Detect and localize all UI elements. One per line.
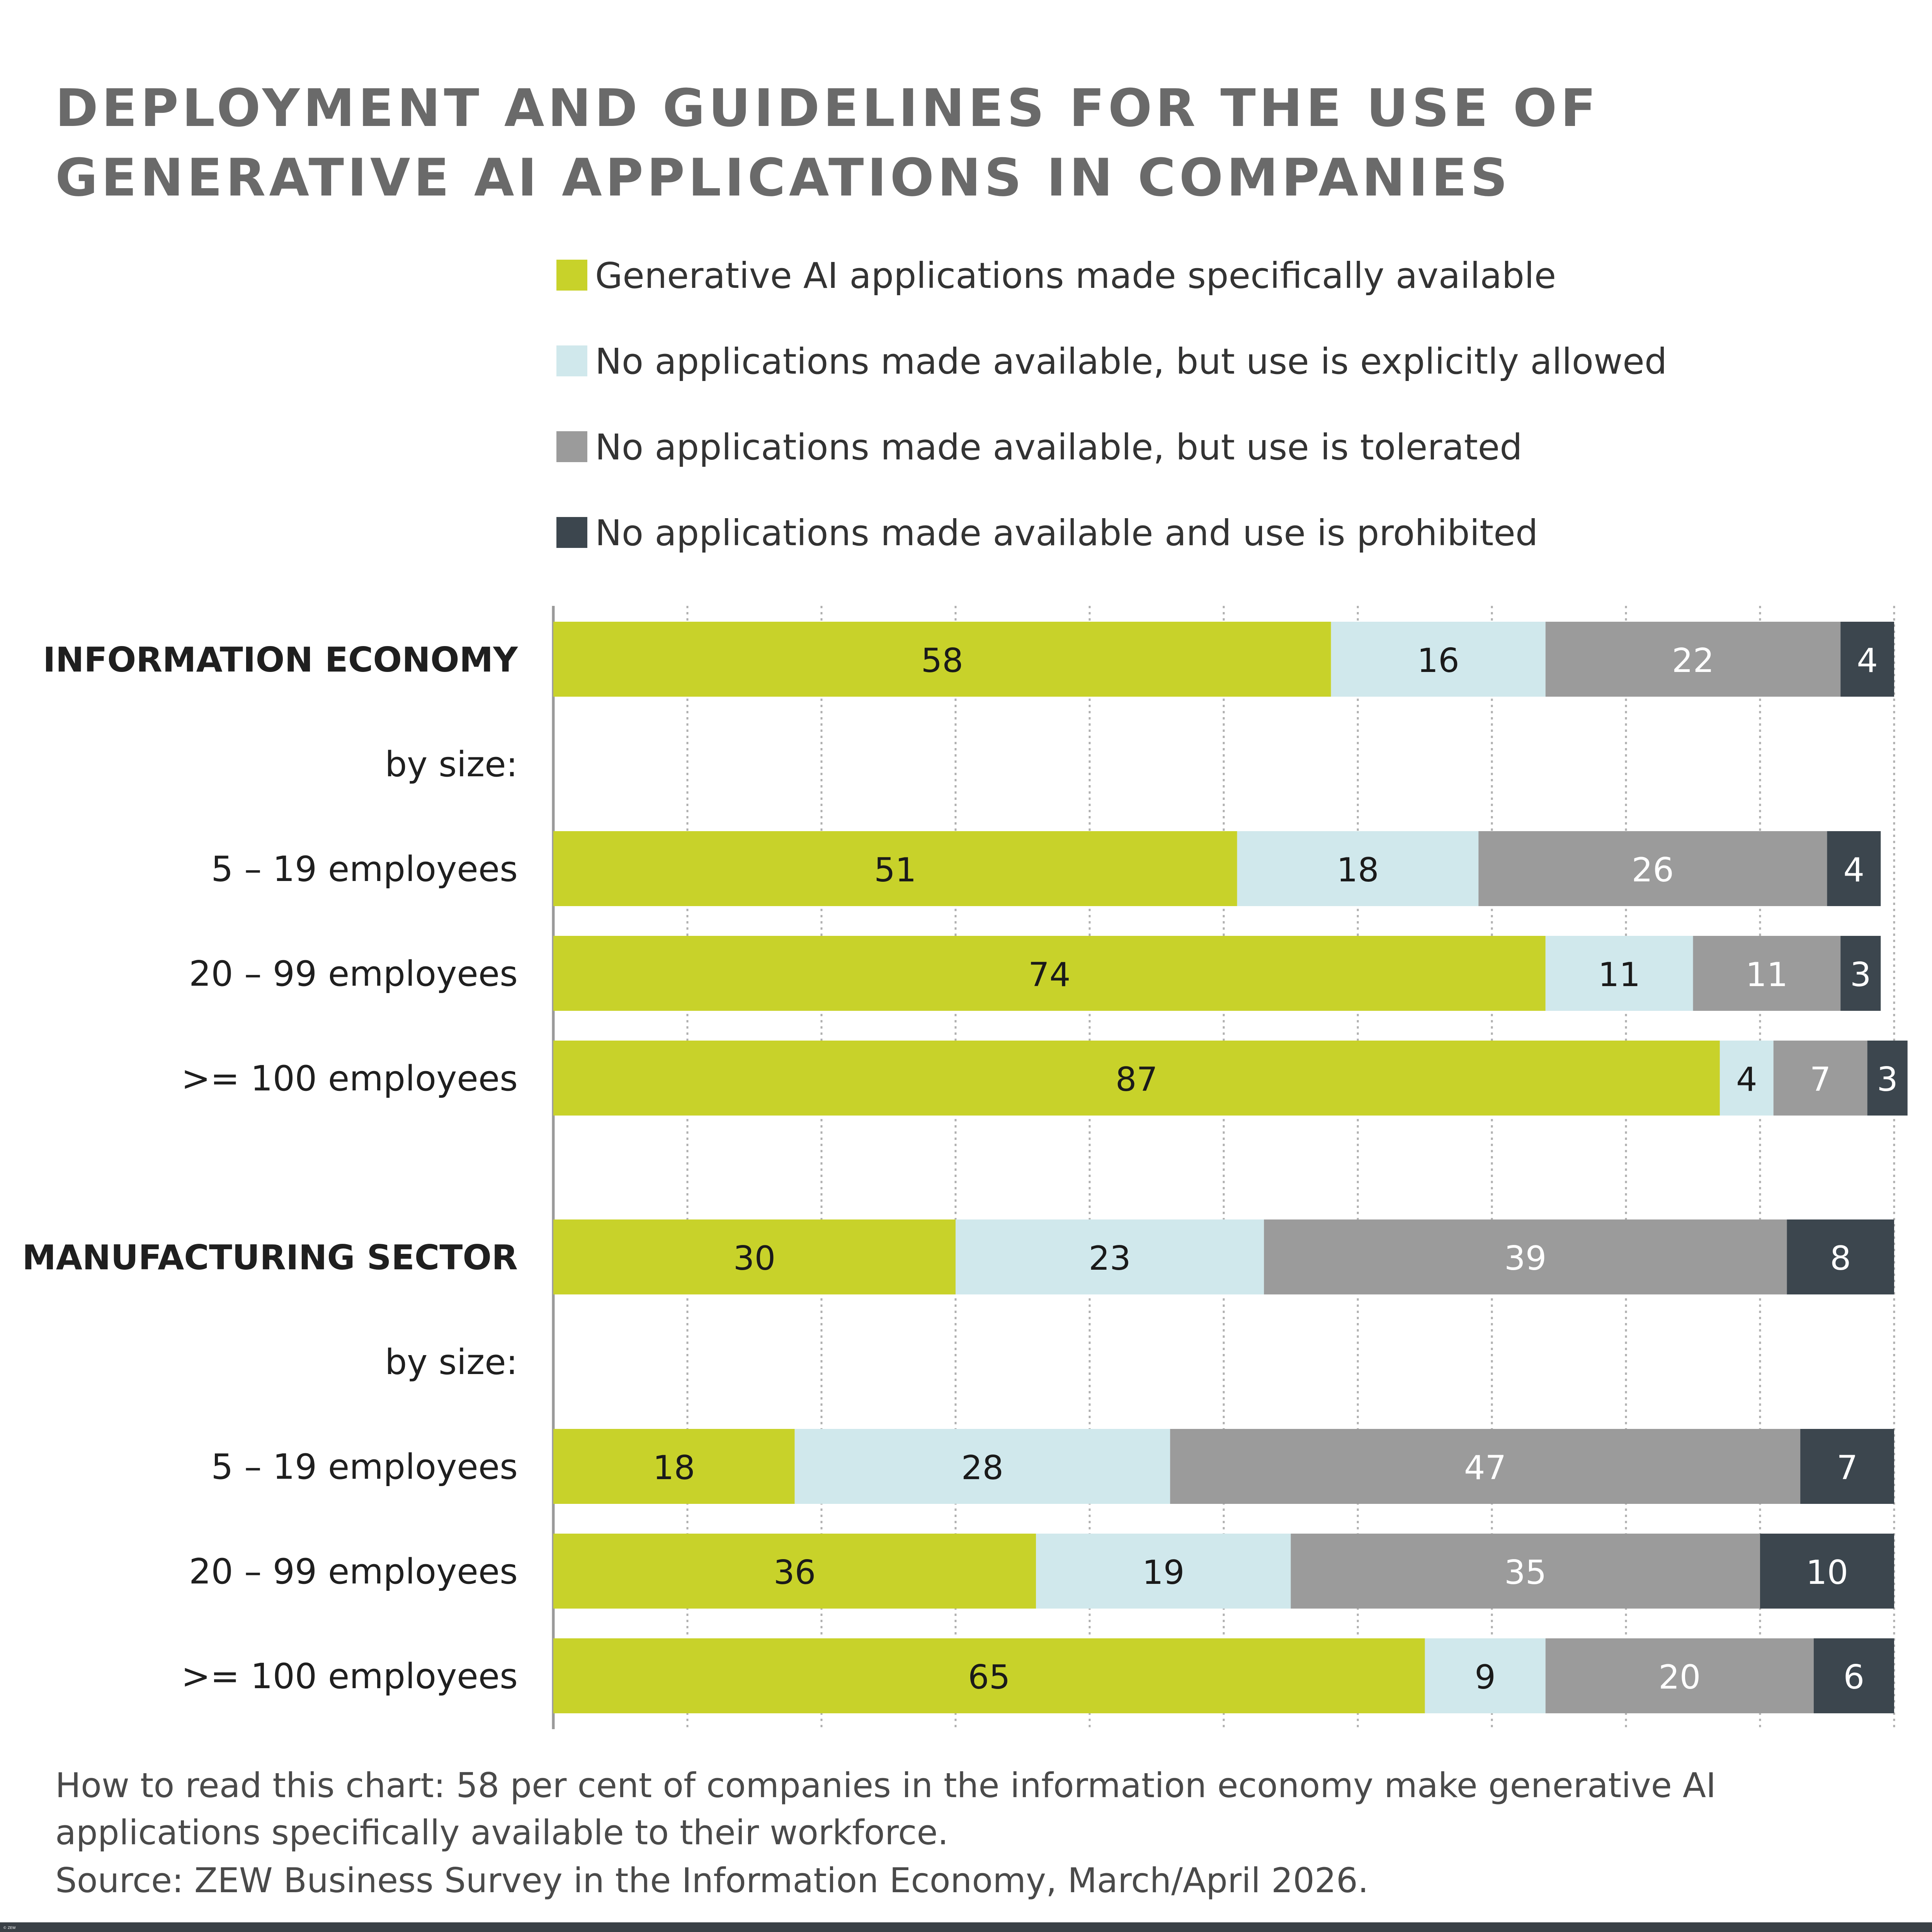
legend-label: Generative AI applications made specific… (595, 255, 1556, 296)
bar-segment (1773, 1041, 1867, 1116)
bar-segment (1478, 831, 1827, 906)
bar-segment (1545, 622, 1841, 697)
data-label: 28 (961, 1449, 1003, 1487)
data-label: 47 (1464, 1449, 1506, 1487)
row-label: 20 – 99 employees (189, 1551, 518, 1592)
bar-segment (1036, 1534, 1291, 1609)
bar-segment (956, 1219, 1264, 1294)
legend-label: No applications made available, but use … (595, 341, 1667, 382)
bar-segment (1545, 936, 1693, 1011)
bar-segment (1787, 1219, 1894, 1294)
data-label: 26 (1632, 851, 1674, 889)
row-label: 5 – 19 employees (211, 849, 518, 889)
bar-segment (1425, 1638, 1546, 1713)
bar-segment (1264, 1219, 1787, 1294)
data-label: 30 (733, 1239, 776, 1278)
bar-segment (794, 1429, 1170, 1504)
bar-segment (553, 1534, 1036, 1609)
data-label: 18 (653, 1449, 695, 1487)
reading-note: How to read this chart: 58 per cent of c… (55, 1765, 1716, 1852)
data-label: 10 (1806, 1553, 1848, 1592)
data-label: 3 (1850, 956, 1871, 994)
bar-segment (1719, 1041, 1774, 1116)
row-label: by size: (385, 744, 518, 785)
bar-segment (1800, 1429, 1894, 1504)
data-label: 6 (1844, 1658, 1865, 1697)
row-label: >= 100 employees (181, 1058, 518, 1099)
bar-segment (1827, 831, 1881, 906)
row-label: >= 100 employees (181, 1656, 518, 1697)
row-label: 20 – 99 employees (189, 954, 518, 994)
bar-segment (553, 1219, 956, 1294)
bar-segment (1331, 622, 1546, 697)
bar-segment (1170, 1429, 1801, 1504)
bar-segment (1237, 831, 1479, 906)
row-label: INFORMATION ECONOMY (43, 640, 518, 680)
data-label: 9 (1475, 1658, 1496, 1697)
data-label: 74 (1028, 956, 1070, 994)
bar-segment (1693, 936, 1841, 1011)
bar-segment (1813, 1638, 1894, 1713)
data-label: 58 (921, 641, 963, 680)
data-label: 87 (1116, 1060, 1158, 1099)
source-note: Source: ZEW Business Survey in the Infor… (55, 1861, 1369, 1900)
data-label: 4 (1736, 1060, 1757, 1099)
bar-segment (1291, 1534, 1760, 1609)
data-label: 11 (1746, 956, 1788, 994)
chart-title: DEPLOYMENT AND GUIDELINES FOR THE USE OF… (55, 78, 1600, 208)
legend-label: No applications made available and use i… (595, 512, 1538, 554)
bar-segment (553, 936, 1546, 1011)
legend-swatch (556, 517, 587, 548)
bar-segment (553, 622, 1331, 697)
bar-segment (1545, 1638, 1814, 1713)
bar-segment (1840, 936, 1881, 1011)
legend-swatch (556, 431, 587, 462)
data-label: 11 (1598, 956, 1640, 994)
data-label: 18 (1337, 851, 1379, 889)
row-label: 5 – 19 employees (211, 1447, 518, 1487)
bar-segment (553, 1429, 795, 1504)
stacked-bar-chart: INFORMATION ECONOMY 58 16 22 4 by size: 5 – 19… (22, 606, 1908, 1729)
data-label: 20 (1658, 1658, 1701, 1697)
data-label: 51 (874, 851, 916, 889)
legend-swatch (556, 345, 587, 376)
bar-segment (1867, 1041, 1908, 1116)
data-label: 22 (1672, 641, 1714, 680)
data-label: 36 (774, 1553, 816, 1592)
row-label: MANUFACTURING SECTOR (22, 1238, 518, 1277)
bar-segment (1840, 622, 1894, 697)
footer-bar (0, 1922, 1932, 1932)
row-label: by size: (385, 1342, 518, 1383)
data-label: 23 (1088, 1239, 1131, 1278)
data-label: 4 (1844, 851, 1865, 889)
bar-segment (1760, 1534, 1894, 1609)
bar-segment (553, 1638, 1425, 1713)
data-label: 7 (1810, 1060, 1831, 1099)
copyright: © ZEW (3, 1926, 16, 1930)
data-label: 35 (1504, 1553, 1546, 1592)
legend-swatch (556, 260, 587, 291)
data-label: 8 (1830, 1239, 1851, 1278)
data-label: 19 (1142, 1553, 1184, 1592)
data-label: 65 (968, 1658, 1010, 1697)
data-label: 39 (1504, 1239, 1546, 1278)
bar-segment (553, 1041, 1720, 1116)
data-label: 3 (1877, 1060, 1898, 1099)
data-label: 16 (1417, 641, 1459, 680)
data-label: 4 (1857, 641, 1878, 680)
legend-label: No applications made available, but use … (595, 427, 1522, 468)
data-label: 7 (1837, 1449, 1858, 1487)
bar-segment (553, 831, 1237, 906)
